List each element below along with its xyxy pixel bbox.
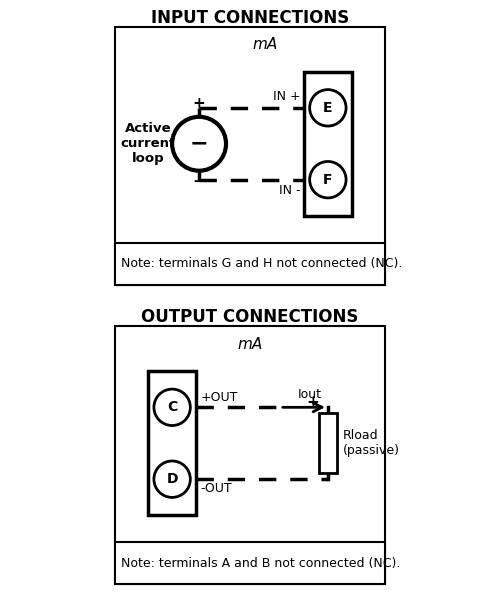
Text: IN -: IN - <box>280 184 301 197</box>
Circle shape <box>310 162 346 198</box>
Text: OUTPUT CONNECTIONS: OUTPUT CONNECTIONS <box>142 308 358 326</box>
Text: Iout: Iout <box>298 388 322 401</box>
Text: IN +: IN + <box>274 90 301 103</box>
Text: Note: terminals G and H not connected (NC).: Note: terminals G and H not connected (N… <box>121 257 402 270</box>
Text: mA: mA <box>252 37 278 53</box>
Text: +: + <box>192 96 205 111</box>
Text: E: E <box>323 101 332 115</box>
Circle shape <box>310 90 346 126</box>
Text: F: F <box>323 173 332 187</box>
Text: Note: terminals A and B not connected (NC).: Note: terminals A and B not connected (N… <box>121 556 400 570</box>
Text: −: − <box>190 134 208 154</box>
Bar <box>304 72 352 216</box>
Circle shape <box>154 389 190 425</box>
Bar <box>115 243 385 285</box>
Circle shape <box>172 117 226 171</box>
Text: -OUT: -OUT <box>200 482 232 495</box>
Text: C: C <box>167 400 177 415</box>
Text: +: + <box>306 395 320 410</box>
Text: −: − <box>192 174 205 189</box>
Bar <box>115 542 385 584</box>
Text: D: D <box>166 472 178 486</box>
Bar <box>115 27 385 285</box>
Bar <box>148 371 196 515</box>
Text: mA: mA <box>238 337 262 352</box>
Text: +OUT: +OUT <box>200 391 238 404</box>
Text: Rload
(passive): Rload (passive) <box>343 429 400 457</box>
Text: INPUT CONNECTIONS: INPUT CONNECTIONS <box>151 9 349 27</box>
Text: Active
current
loop: Active current loop <box>120 122 176 165</box>
Bar <box>115 326 385 584</box>
Circle shape <box>154 461 190 497</box>
Bar <box>319 413 337 473</box>
